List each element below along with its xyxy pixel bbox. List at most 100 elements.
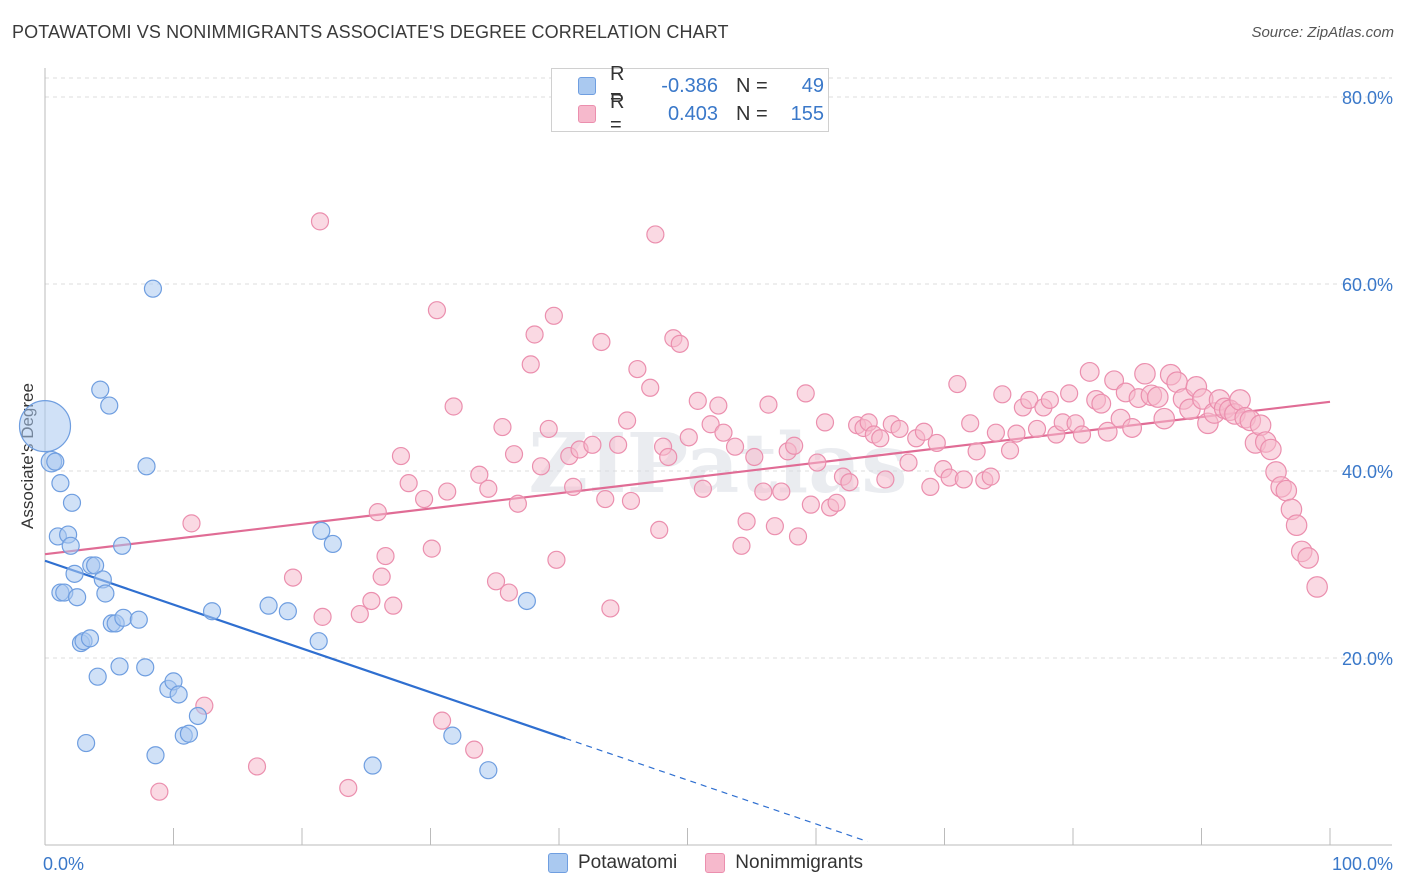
potawatomi-point	[188, 706, 208, 726]
nonimmigrants-point	[1091, 393, 1112, 414]
nonimmigrants-point	[1027, 419, 1047, 439]
nonimmigrants-point	[438, 482, 457, 501]
potawatomi-point	[62, 493, 82, 512]
nonimmigrants-point	[1072, 425, 1092, 444]
nonimmigrants-point	[525, 325, 544, 344]
nonimmigrants-point	[641, 378, 660, 397]
nonimmigrants-point	[921, 477, 940, 496]
nonimmigrants-point	[1147, 386, 1169, 408]
nonimmigrants-point	[840, 473, 859, 492]
nonimmigrants-point	[1079, 361, 1100, 382]
nonimmigrants-point	[759, 395, 778, 414]
potawatomi-point	[91, 380, 110, 399]
r-label: R =	[610, 91, 625, 136]
legend-item-nonimmigrants: Nonimmigrants	[705, 852, 863, 874]
nonimmigrants-point	[182, 514, 201, 533]
nonimmigrants-point	[709, 396, 728, 415]
nonimmigrants-point	[765, 517, 784, 536]
n-value: 155	[790, 102, 824, 125]
grid-lines	[45, 77, 1392, 659]
y-tick-label: 80.0%	[1342, 88, 1393, 108]
nonimmigrants-point	[592, 332, 611, 352]
nonimmigrants-point	[414, 489, 434, 509]
nonimmigrants-point	[737, 512, 756, 531]
nonimmigrants-point	[650, 520, 669, 540]
potawatomi-point	[136, 658, 155, 677]
nonimmigrants-point	[1285, 514, 1308, 537]
nonimmigrants-point	[499, 583, 518, 602]
nonimmigrants-point	[1000, 441, 1020, 460]
x-tick-labels: 0.0% 100.0%	[43, 854, 1393, 874]
legend-row-nonimmigrants: R = 0.403 N = 155	[578, 91, 824, 136]
potawatomi-point	[86, 556, 105, 575]
potawatomi-point	[100, 396, 119, 415]
r-value: -0.386	[661, 74, 718, 97]
nonimmigrants-point	[621, 491, 641, 511]
nonimmigrants-point	[1134, 362, 1156, 385]
nonimmigrants-point	[1020, 390, 1039, 410]
nonimmigrants-point	[714, 423, 733, 442]
nonimmigrants-point	[701, 415, 720, 434]
nonimmigrants-point	[1104, 370, 1125, 391]
potawatomi-point	[309, 632, 328, 651]
nonimmigrants-point	[754, 482, 773, 501]
nonimmigrants-point	[601, 599, 620, 618]
nonimmigrants-point	[504, 445, 524, 464]
nonimmigrants-point	[547, 550, 566, 569]
potawatomi-point	[80, 629, 100, 648]
nonimmigrants-point	[493, 417, 512, 437]
nonimmigrants-point	[564, 477, 583, 496]
nonimmigrants-point	[470, 465, 489, 484]
y-tick-label: 40.0%	[1342, 462, 1393, 482]
nonimmigrants-point	[432, 711, 452, 730]
nonimmigrants-point	[688, 391, 707, 410]
chart-title: POTAWATOMI VS NONIMMIGRANTS ASSOCIATE'S …	[12, 22, 729, 42]
potawatomi-point	[202, 602, 222, 621]
potawatomi-point	[96, 584, 115, 603]
nonimmigrants-point	[788, 527, 808, 546]
nonimmigrants-point	[1297, 547, 1319, 569]
nonimmigrants-point	[815, 413, 835, 432]
nonimmigrants-point	[1229, 389, 1251, 411]
nonimmigrants-point	[876, 470, 895, 489]
potawatomi-point	[61, 536, 80, 555]
nonimmigrants-point	[539, 419, 558, 439]
nonimmigrants-point	[954, 470, 973, 489]
potawatomi-point	[179, 724, 199, 743]
n-value: 49	[801, 74, 824, 97]
nonimmigrants-point	[376, 546, 395, 566]
nonimmigrants-point	[1040, 390, 1059, 410]
nonimmigrants-point	[444, 397, 463, 416]
stats-legend: R = -0.386 N = 49 R = 0.403 N = 155	[551, 63, 829, 136]
potawatomi-point	[259, 596, 278, 615]
r-value: 0.403	[667, 102, 718, 125]
nonimmigrants-point	[808, 453, 827, 472]
nonimmigrants-point	[1260, 438, 1282, 461]
potawatomi-point	[312, 521, 331, 540]
nonimmigrants-point	[1007, 424, 1026, 443]
nonimmigrants-point	[465, 740, 484, 759]
potawatomi-point	[112, 536, 132, 555]
nonimmigrants-point	[531, 457, 551, 476]
nonimmigrants-point	[670, 334, 689, 353]
nonimmigrants-point	[827, 493, 846, 512]
nonimmigrants-point	[247, 757, 267, 776]
r-label: R =	[610, 63, 625, 108]
potawatomi-point	[363, 756, 382, 775]
potawatomi-point	[114, 608, 133, 627]
nonimmigrants-point	[967, 442, 986, 461]
nonimmigrants-point	[693, 479, 713, 498]
potawatomi-points	[18, 279, 536, 780]
potawatomi-point	[18, 400, 72, 453]
nonimmigrants-point	[486, 572, 506, 591]
nonimmigrants-point	[313, 607, 332, 626]
potawatomi-point	[129, 610, 148, 629]
legend-label: Nonimmigrants	[735, 852, 864, 873]
nonimmigrants-point	[310, 212, 330, 231]
nonimmigrants-point	[391, 446, 411, 466]
potawatomi-point	[323, 534, 342, 554]
nonimmigrants-point	[659, 447, 678, 467]
potawatomi-trend-extension	[565, 737, 868, 843]
legend-swatch-pink	[705, 853, 726, 873]
